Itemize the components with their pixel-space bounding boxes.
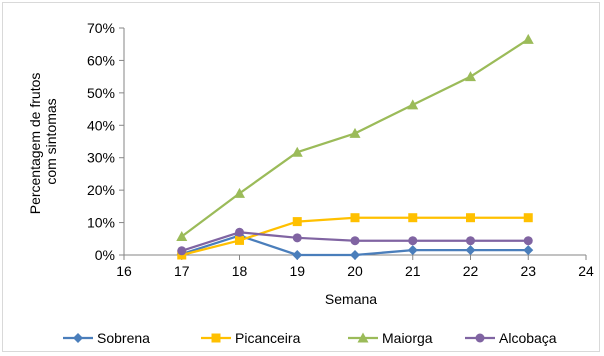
data-point bbox=[349, 127, 361, 138]
y-axis-label: Percentagem de frutos com sintomas bbox=[27, 69, 59, 215]
data-point bbox=[522, 33, 534, 44]
legend-label: Picanceira bbox=[235, 330, 301, 346]
data-point bbox=[177, 246, 187, 256]
legend-label: Sobrena bbox=[97, 330, 150, 346]
data-point bbox=[292, 233, 302, 243]
legend-label: Alcobaça bbox=[499, 330, 557, 346]
data-point bbox=[408, 236, 418, 246]
series-group bbox=[176, 33, 534, 260]
y-tick-label: 0% bbox=[95, 247, 115, 263]
data-point bbox=[466, 236, 475, 246]
series-maiorga bbox=[176, 33, 534, 242]
data-point bbox=[235, 227, 244, 237]
x-tick-label: 21 bbox=[405, 263, 421, 279]
x-tick-label: 18 bbox=[232, 263, 248, 279]
x-axis-label: Semana bbox=[325, 291, 377, 307]
legend-marker bbox=[357, 332, 369, 343]
legend-marker bbox=[475, 333, 485, 343]
data-point bbox=[234, 187, 245, 198]
line-chart: 0% 10% 20% 30% 40% 50% 60% 70% 16 17 18 19 20 21 22 23… bbox=[27, 20, 594, 346]
y-tick-label: 10% bbox=[87, 215, 115, 231]
y-tick-label: 30% bbox=[87, 150, 115, 166]
y-tick-label: 60% bbox=[87, 52, 115, 68]
data-point bbox=[291, 146, 303, 157]
y-tick-label: 70% bbox=[87, 20, 115, 36]
legend-marker bbox=[211, 333, 221, 343]
x-tick-label: 19 bbox=[289, 263, 305, 279]
data-point bbox=[523, 245, 534, 256]
data-point bbox=[466, 213, 475, 223]
x-tick-label: 20 bbox=[347, 263, 363, 279]
legend-item: Sobrena bbox=[63, 330, 150, 346]
data-point bbox=[407, 99, 419, 110]
x-axis-ticks: 16 17 18 19 20 21 22 23 24 bbox=[116, 255, 594, 279]
data-point bbox=[292, 250, 303, 260]
y-axis-ticks: 0% 10% 20% 30% 40% 50% 60% 70% bbox=[87, 20, 124, 263]
y-axis-label-line-1: Percentagem de frutos bbox=[27, 73, 43, 215]
y-tick-label: 40% bbox=[87, 117, 115, 133]
data-point bbox=[176, 231, 188, 242]
x-tick-label: 22 bbox=[463, 263, 479, 279]
y-axis-label-line-2: com sintomas bbox=[43, 98, 59, 184]
legend-item: Alcobaça bbox=[465, 330, 557, 346]
data-point bbox=[350, 213, 360, 223]
series-alcobaça bbox=[177, 227, 533, 256]
x-tick-label: 16 bbox=[116, 263, 132, 279]
legend: Sobrena Picanceira Maiorga Alcobaça bbox=[63, 330, 557, 346]
data-point bbox=[292, 217, 302, 227]
data-point bbox=[523, 213, 533, 223]
x-tick-label: 24 bbox=[578, 263, 594, 279]
legend-item: Picanceira bbox=[201, 330, 301, 346]
data-point bbox=[408, 213, 418, 223]
data-point bbox=[235, 235, 244, 245]
data-point bbox=[350, 250, 360, 260]
data-point bbox=[350, 236, 360, 246]
data-point bbox=[523, 236, 533, 246]
series-line bbox=[181, 38, 529, 238]
x-tick-label: 17 bbox=[174, 263, 190, 279]
x-tick-label: 23 bbox=[520, 263, 536, 279]
data-point bbox=[465, 245, 476, 256]
chart-frame: 0% 10% 20% 30% 40% 50% 60% 70% 16 17 18 19 20 21 22 23… bbox=[2, 2, 600, 352]
legend-label: Maiorga bbox=[382, 330, 433, 346]
legend-marker bbox=[73, 333, 83, 343]
y-tick-label: 20% bbox=[87, 182, 115, 198]
legend-item: Maiorga bbox=[348, 330, 433, 346]
data-point bbox=[407, 245, 418, 256]
data-point bbox=[465, 71, 476, 82]
y-tick-label: 50% bbox=[87, 85, 115, 101]
